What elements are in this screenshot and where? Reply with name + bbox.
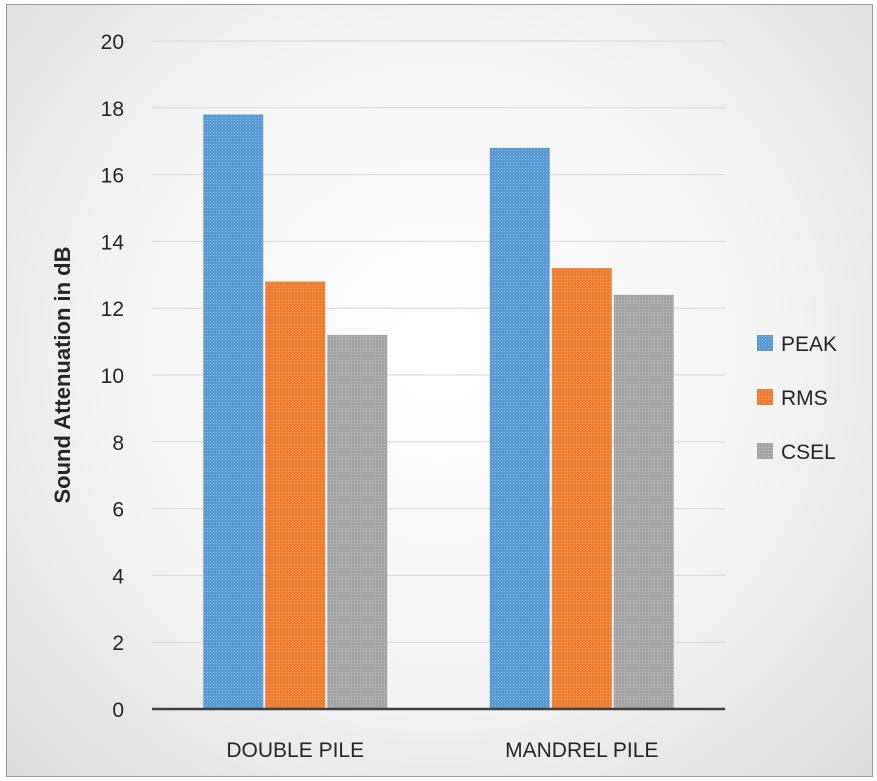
legend-swatch-texture bbox=[757, 443, 773, 459]
y-axis-title: Sound Attenuation in dB bbox=[50, 246, 75, 503]
bar-rms-1 bbox=[551, 268, 612, 709]
legend: PEAK RMS CSEL bbox=[757, 333, 837, 464]
x-tick-label: MANDREL PILE bbox=[505, 739, 658, 762]
y-tick-label: 0 bbox=[112, 699, 124, 722]
chart-frame bbox=[6, 4, 873, 777]
legend-label: RMS bbox=[781, 387, 828, 410]
y-tick-label: 2 bbox=[112, 632, 124, 655]
legend-label: PEAK bbox=[781, 333, 837, 356]
legend-label: CSEL bbox=[781, 441, 836, 464]
y-tick-label: 6 bbox=[112, 499, 124, 522]
y-tick-label: 12 bbox=[101, 298, 124, 321]
legend-swatch-texture bbox=[757, 389, 773, 405]
bar-texture bbox=[203, 114, 264, 710]
y-tick-label: 18 bbox=[101, 98, 124, 121]
bar-csel-1 bbox=[613, 294, 674, 709]
y-tick-label: 8 bbox=[112, 432, 124, 455]
legend-item-rms: RMS bbox=[757, 387, 828, 410]
x-tick-label: DOUBLE PILE bbox=[226, 739, 364, 762]
bar-texture bbox=[613, 294, 674, 709]
bar-peak-0 bbox=[203, 114, 264, 710]
bar-texture bbox=[551, 268, 612, 709]
bar-texture bbox=[327, 334, 388, 709]
bar-texture bbox=[265, 281, 326, 709]
bar-texture bbox=[489, 147, 550, 709]
bar-csel-0 bbox=[327, 334, 388, 709]
y-tick-label: 20 bbox=[101, 31, 124, 54]
legend-swatch-texture bbox=[757, 335, 773, 351]
bar-rms-0 bbox=[265, 281, 326, 709]
y-tick-label: 16 bbox=[101, 165, 124, 188]
y-tick-label: 4 bbox=[112, 565, 124, 588]
axes: 0 2 4 6 8 10 12 14 16 18 20 DOUBLE PILE MANDREL PILE bbox=[101, 31, 725, 762]
y-tick-label: 14 bbox=[101, 231, 125, 254]
bars bbox=[203, 114, 674, 710]
legend-item-csel: CSEL bbox=[757, 441, 836, 464]
y-tick-label: 10 bbox=[101, 365, 124, 388]
bar-peak-1 bbox=[489, 147, 550, 709]
legend-item-peak: PEAK bbox=[757, 333, 837, 356]
